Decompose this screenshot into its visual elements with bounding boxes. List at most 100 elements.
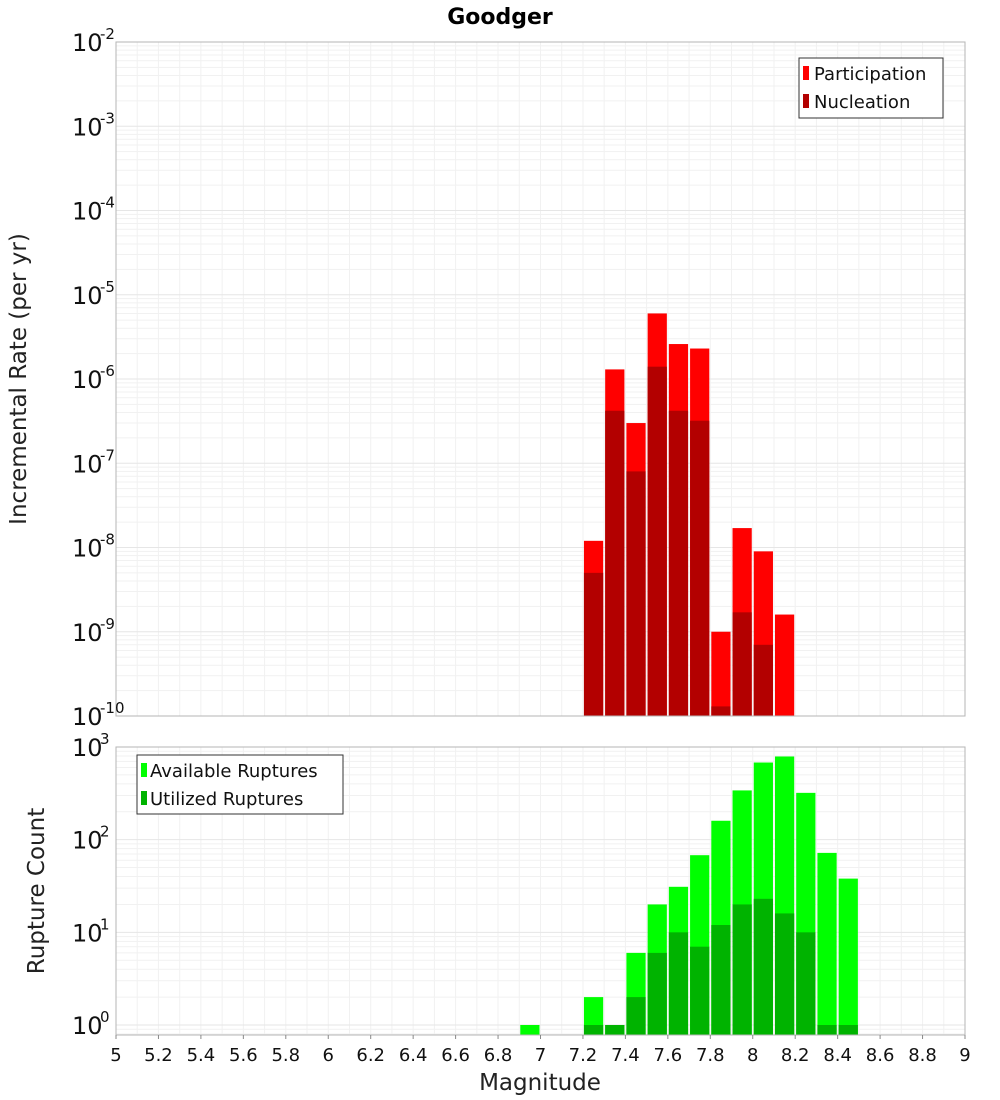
bar [668,932,689,1035]
x-tick-label: 5.2 [144,1045,173,1066]
bar [774,614,795,716]
count-bars [520,756,858,1035]
y-tick-label: 10 [72,282,103,310]
utilized-legend-label: Utilized Ruptures [150,789,303,810]
participation-legend-label: Participation [814,64,926,85]
bar [753,898,773,1035]
y-tick-exponent: -10 [100,699,125,717]
bar [626,471,646,716]
x-tick-label: 9 [959,1045,970,1066]
x-tick-label: 5.6 [229,1045,258,1066]
x-tick-label: 7.2 [569,1045,598,1066]
rate-plot-frame [115,41,966,717]
bar [732,612,752,716]
x-tick-label: 7.8 [696,1045,725,1066]
y-tick-exponent: 3 [100,730,110,748]
y-tick-exponent: -2 [100,25,115,43]
y-tick-exponent: -7 [100,446,115,464]
bar [838,878,858,1035]
bar [520,1025,540,1035]
x-tick-label: 8.4 [823,1045,852,1066]
bar [817,852,837,1035]
y-tick-exponent: -5 [100,278,115,296]
bar [605,1025,625,1035]
y-tick-exponent: -9 [100,615,115,633]
bar [626,997,646,1035]
nucleation-swatch [803,94,809,108]
x-tick-label: 8 [747,1045,758,1066]
y-tick-exponent: -6 [100,362,115,380]
bar [796,932,816,1035]
participation-swatch [803,66,809,80]
x-tick-label: 6.8 [484,1045,513,1066]
y-tick-label: 10 [72,827,103,855]
y-tick-label: 10 [72,366,103,394]
bar [838,1025,858,1035]
y-tick-exponent: 2 [100,823,110,841]
y-tick-label: 10 [72,619,103,647]
rate-bars [583,313,795,716]
bar [583,1025,604,1035]
y-tick-exponent: -8 [100,531,115,549]
x-tick-label: 6.2 [356,1045,385,1066]
bar [732,904,752,1035]
available-legend-label: Available Ruptures [150,761,318,782]
x-tick-label: 5 [110,1045,121,1066]
magnitude-x-ticks: 5 5.2 5.4 5.6 5.8 6 6.2 6.4 6.6 6.8 7 7.2 7.4 7.6 7.8 8… [110,1035,971,1066]
bar [690,946,710,1035]
x-tick-label: 5.4 [187,1045,216,1066]
rate-legend-box [798,57,944,119]
bar [647,952,667,1035]
y-tick-label: 10 [72,198,103,226]
count-legend: Available Ruptures Utilized Ruptures [136,754,344,815]
rate-grid [115,41,966,717]
bar [711,631,731,716]
x-tick-label: 6.4 [399,1045,428,1066]
bar [753,644,773,716]
utilized-swatch [141,791,147,805]
chart-title: Goodger [447,5,553,30]
x-tick-label: 8.6 [866,1045,895,1066]
count-y-axis-label: Rupture Count [24,808,50,974]
y-tick-label: 10 [72,535,103,563]
bar [583,572,604,716]
x-tick-label: 6.6 [441,1045,470,1066]
y-tick-exponent: 0 [100,1008,110,1026]
bar [774,913,795,1035]
bar [668,410,689,716]
bar [690,420,710,716]
rate-y-axis-label: Incremental Rate (per yr) [6,233,32,525]
count-legend-box [136,754,344,815]
rate-y-ticks: 10-210-310-410-510-610-710-810-910-10 [72,25,125,731]
y-tick-label: 10 [72,113,103,141]
x-tick-label: 8.8 [908,1045,937,1066]
y-tick-label: 10 [72,734,103,762]
x-tick-label: 7 [535,1045,546,1066]
bar [711,924,731,1035]
nucleation-legend-label: Nucleation [814,92,910,113]
bar [817,1025,837,1035]
y-tick-label: 10 [72,919,103,947]
bar [605,410,625,716]
rate-legend: Participation Nucleation [798,57,944,119]
x-tick-label: 7.4 [611,1045,640,1066]
y-tick-label: 10 [72,450,103,478]
magnitude-x-axis-label: Magnitude [479,1070,601,1096]
x-tick-label: 5.8 [271,1045,300,1066]
x-tick-label: 6 [323,1045,334,1066]
available-swatch [141,763,147,777]
x-tick-label: 8.2 [781,1045,810,1066]
y-tick-label: 10 [72,1012,103,1040]
y-tick-exponent: -3 [100,109,115,127]
bar [711,706,731,716]
bar [647,366,667,716]
rate-panel: 10-210-310-410-510-610-710-810-910-10 In… [6,25,966,731]
y-tick-exponent: -4 [100,194,115,212]
y-tick-exponent: 1 [100,915,110,933]
y-tick-label: 10 [72,29,103,57]
x-tick-label: 7.6 [654,1045,683,1066]
y-tick-label: 10 [72,703,103,731]
